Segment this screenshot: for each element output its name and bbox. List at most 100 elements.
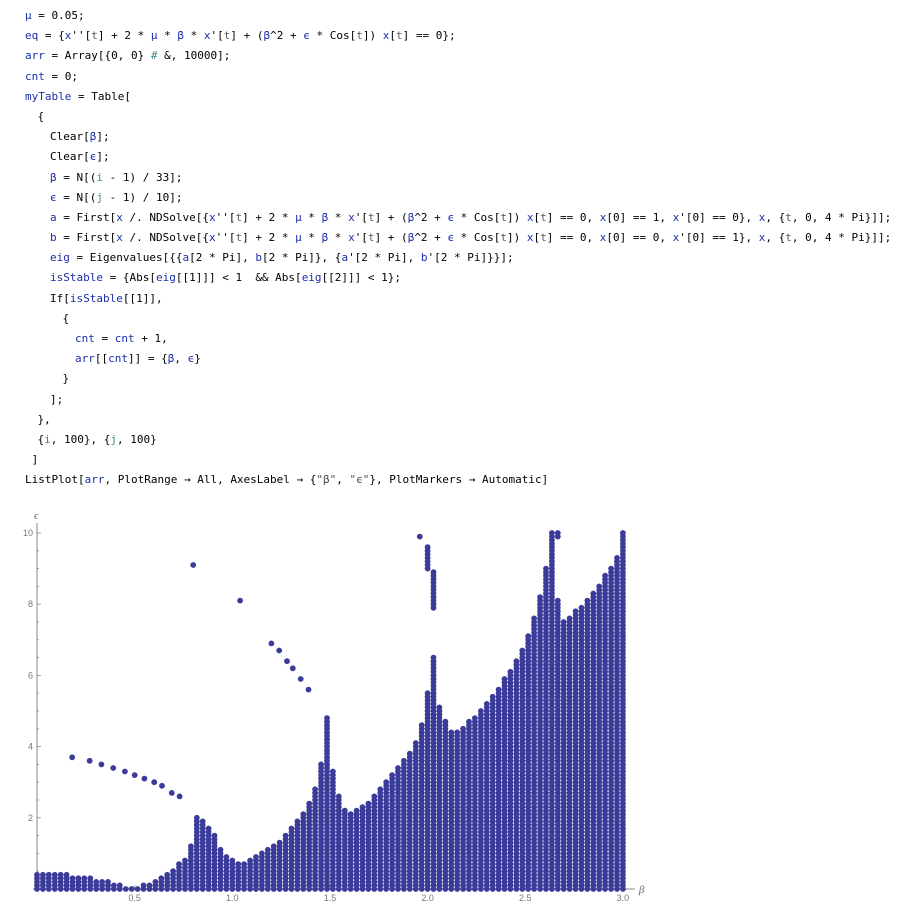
code-line[interactable]: myTable = Table[ (25, 87, 891, 107)
code-token: = (94, 332, 115, 345)
listplot-output: 0.5 1.0 1.5 2.0 2.5 3.0 2 4 6 8 10 β ϵ (23, 510, 645, 903)
code-token: b (255, 251, 262, 265)
code-token: * (301, 231, 322, 245)
data-point (412, 740, 419, 746)
code-line[interactable]: b = First[x /. NDSolve[{x''[t] + 2 * μ *… (25, 228, 891, 248)
code-token: '[0] == 0}, (679, 210, 759, 224)
code-line[interactable]: eq = {x''[t] + 2 * μ * β * x'[t] + (β^2 … (25, 26, 891, 46)
code-token: ''[ (215, 210, 236, 224)
code-token: ]; (96, 150, 110, 164)
data-point (614, 555, 620, 561)
data-point (211, 832, 218, 839)
code-token: * Cos[ (309, 29, 357, 43)
data-point (537, 594, 543, 600)
code-line[interactable]: ]; (25, 390, 891, 410)
code-token: ]) (507, 231, 527, 245)
data-point (193, 814, 200, 821)
code-line[interactable]: ϵ = N[(j - 1) / 10]; (25, 188, 891, 208)
code-line[interactable]: cnt = 0; (25, 67, 891, 87)
code-token: [ (533, 231, 541, 245)
data-point (531, 615, 537, 622)
data-point (276, 839, 283, 846)
code-token: μ (150, 29, 158, 43)
code-line[interactable]: ] (25, 450, 891, 470)
code-token: [0] == 0, (606, 231, 673, 245)
data-point (442, 718, 449, 725)
data-point (430, 654, 437, 661)
data-point (507, 668, 514, 675)
code-token: * Cos[ (454, 231, 501, 245)
data-point (454, 729, 461, 736)
data-point (176, 793, 183, 800)
data-point (288, 825, 295, 832)
code-line[interactable]: eig = Eigenvalues[{{a[2 * Pi], b[2 * Pi]… (25, 248, 891, 268)
code-line[interactable]: Clear[β]; (25, 127, 891, 147)
data-point (176, 861, 182, 867)
code-line[interactable]: Clear[ϵ]; (25, 147, 891, 167)
code-line[interactable]: } (25, 369, 891, 389)
code-token: ] == 0, (546, 210, 600, 224)
code-token: * (328, 210, 349, 224)
data-point (182, 857, 188, 864)
code-token: ]; (50, 392, 64, 406)
code-token: ] + ( (374, 210, 408, 224)
code-line[interactable]: { (25, 309, 891, 329)
code-token: , 100}, { (50, 432, 111, 446)
data-point (45, 871, 52, 878)
code-token: * (183, 29, 204, 43)
code-token: eig (301, 271, 322, 285)
data-point (330, 768, 336, 775)
code-line[interactable]: cnt = cnt + 1, (25, 329, 891, 349)
data-point (69, 754, 76, 761)
code-line[interactable]: }, (25, 410, 891, 430)
y-tick-label: 8 (28, 599, 33, 609)
code-token: ϵ (50, 190, 57, 204)
code-line[interactable]: { (25, 107, 891, 127)
x-tick-label: 2.0 (421, 893, 434, 903)
code-token: t (367, 231, 375, 245)
code-token: arr (25, 49, 45, 63)
data-point (353, 807, 360, 814)
code-token: , (336, 473, 350, 487)
data-point (276, 647, 283, 654)
code-line[interactable]: ListPlot[arr, PlotRange → All, AxesLabel… (25, 470, 891, 490)
code-token: x (348, 210, 355, 224)
code-line[interactable]: a = First[x /. NDSolve[{x''[t] + 2 * μ *… (25, 208, 891, 228)
code-line[interactable]: β = N[(i - 1) / 33]; (25, 168, 891, 188)
code-token: eig (155, 271, 176, 285)
data-point (140, 882, 147, 889)
code-line[interactable]: If[isStable[[1]], (25, 289, 891, 309)
code-token: } (194, 352, 201, 366)
code-line[interactable]: arr = Array[{0, 0} # &, 10000]; (25, 46, 891, 66)
data-point (347, 811, 354, 818)
code-line[interactable]: μ = 0.05; (25, 6, 891, 26)
code-line[interactable]: {i, 100}, {j, 100} (25, 430, 891, 450)
code-token: { (62, 311, 70, 325)
data-point (168, 790, 175, 796)
plot-points (34, 530, 626, 892)
code-token: x (758, 231, 766, 245)
code-token: t (785, 210, 792, 224)
code-cell[interactable]: μ = 0.05; eq = {x''[t] + 2 * μ * β * x'[t… (25, 6, 891, 491)
code-token: x (672, 231, 680, 245)
code-token: x (348, 231, 355, 245)
data-point (122, 768, 128, 775)
data-point (223, 854, 230, 860)
data-point (205, 825, 212, 832)
code-token: , 100} (116, 432, 157, 446)
data-point (86, 757, 93, 764)
code-token: = Table[ (71, 89, 131, 103)
code-token: * (301, 210, 322, 224)
code-token: t (356, 29, 363, 43)
code-line[interactable]: arr[[cnt]] = {β, ϵ} (25, 349, 891, 369)
data-point (554, 530, 561, 536)
code-token: β (177, 29, 184, 43)
data-point (93, 879, 100, 885)
data-point (235, 861, 242, 867)
code-token: β (263, 29, 271, 43)
data-point (57, 871, 64, 878)
code-token: a (50, 210, 57, 224)
code-token: /. NDSolve[{ (122, 231, 209, 245)
code-line[interactable]: isStable = {Abs[eig[[1]]] < 1 && Abs[eig… (25, 268, 891, 288)
data-point (284, 658, 290, 665)
